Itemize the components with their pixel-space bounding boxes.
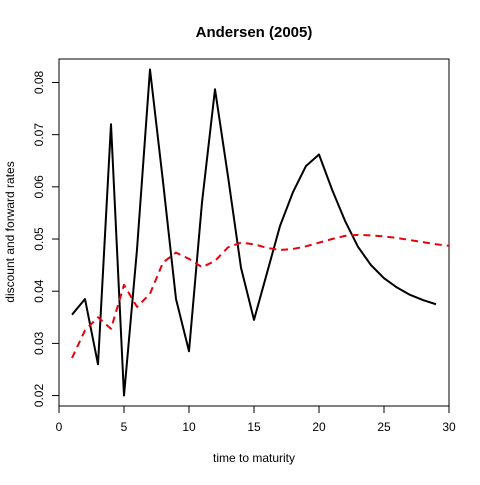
y-tick-label: 0.02 xyxy=(32,384,46,408)
series-layer xyxy=(71,68,450,397)
plot-frame xyxy=(58,58,450,407)
y-tick-label: 0.08 xyxy=(32,70,46,94)
discount-rate-line xyxy=(71,68,437,397)
x-tick-label: 10 xyxy=(182,420,196,434)
x-axis: 0 5 10 15 20 25 30 xyxy=(56,405,456,434)
y-tick-label: 0.07 xyxy=(32,123,46,147)
forward-rate-line xyxy=(71,233,450,359)
chart-title: Andersen (2005) xyxy=(196,24,313,41)
x-tick-label: 30 xyxy=(442,420,456,434)
y-axis-label: discount and forward rates xyxy=(3,161,17,302)
x-tick-label: 15 xyxy=(247,420,261,434)
y-tick-label: 0.06 xyxy=(32,175,46,199)
x-axis-label: time to maturity xyxy=(213,451,295,465)
y-tick-label: 0.03 xyxy=(32,331,46,355)
x-tick-label: 25 xyxy=(377,420,391,434)
x-tick-label: 20 xyxy=(312,420,326,434)
x-tick-label: 0 xyxy=(56,420,63,434)
x-tick-label: 5 xyxy=(121,420,128,434)
y-axis: 0.02 0.03 0.04 0.05 0.06 0.07 0.08 xyxy=(32,70,60,408)
y-tick-label: 0.05 xyxy=(32,227,46,251)
y-tick-label: 0.04 xyxy=(32,279,46,303)
